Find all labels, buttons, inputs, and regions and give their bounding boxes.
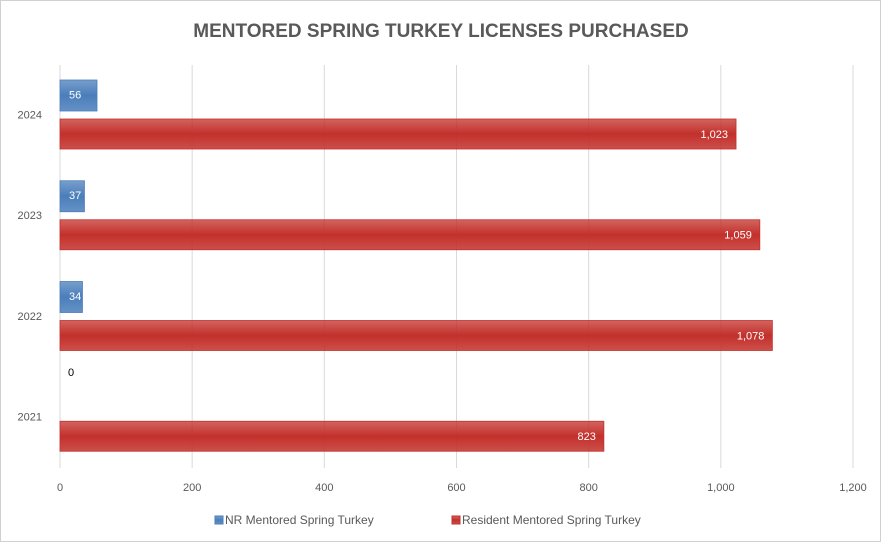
bar — [59, 219, 761, 251]
y-tick-label: 2023 — [18, 210, 42, 222]
legend-swatch — [451, 515, 461, 525]
y-tick-label: 2022 — [18, 311, 42, 323]
x-tick-label: 400 — [315, 482, 333, 494]
y-tick-label: 2024 — [18, 109, 42, 121]
data-label: 37 — [69, 190, 81, 202]
x-tick-label: 1,000 — [707, 482, 735, 494]
x-tick-label: 1,200 — [839, 482, 867, 494]
bar — [59, 118, 737, 150]
data-label: 34 — [69, 291, 81, 303]
x-tick-label: 0 — [57, 482, 63, 494]
x-tick-label: 800 — [579, 482, 597, 494]
data-label: 823 — [578, 431, 596, 443]
legend-label: Resident Mentored Spring Turkey — [462, 513, 641, 527]
y-tick-label: 2021 — [18, 412, 42, 424]
bar — [59, 79, 98, 112]
bar — [59, 281, 83, 313]
legend-swatch — [214, 515, 224, 525]
bar — [59, 320, 773, 351]
x-tick-label: 200 — [183, 482, 201, 494]
data-label: 1,023 — [701, 129, 729, 141]
bar — [59, 420, 605, 452]
chart-title: MENTORED SPRING TURKEY LICENSES PURCHASE… — [193, 21, 688, 42]
bar — [59, 180, 85, 213]
data-label: 1,059 — [724, 230, 752, 242]
data-label: 1,078 — [737, 330, 765, 342]
legend-label: NR Mentored Spring Turkey — [225, 513, 374, 527]
data-label: 56 — [69, 89, 81, 101]
data-label: 0 — [68, 367, 74, 379]
x-tick-label: 600 — [447, 482, 465, 494]
